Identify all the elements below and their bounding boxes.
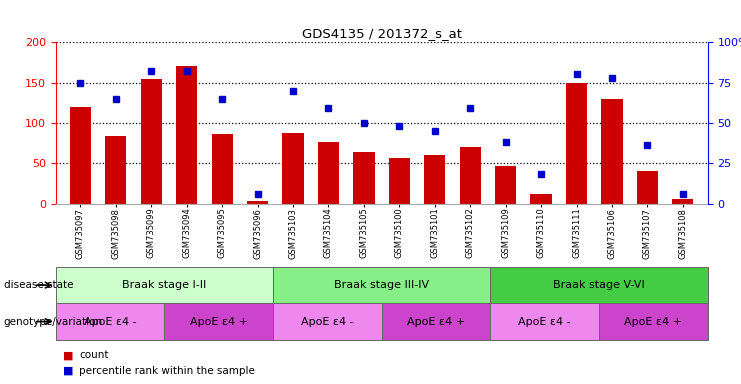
Text: ApoE ε4 -: ApoE ε4 -: [84, 316, 136, 327]
Text: ■: ■: [63, 350, 73, 360]
Bar: [459, 147, 481, 204]
Text: ApoE ε4 -: ApoE ε4 -: [301, 316, 353, 327]
Bar: [56, 303, 165, 340]
Bar: [637, 171, 658, 204]
Text: disease state: disease state: [4, 280, 73, 290]
Bar: [165, 303, 273, 340]
Bar: [491, 267, 708, 303]
Bar: [211, 134, 233, 204]
Bar: [424, 155, 445, 204]
Bar: [273, 267, 491, 303]
Bar: [247, 201, 268, 204]
Bar: [531, 194, 552, 204]
Bar: [273, 303, 382, 340]
Bar: [389, 158, 410, 204]
Bar: [141, 78, 162, 204]
Bar: [318, 142, 339, 204]
Text: ApoE ε4 +: ApoE ε4 +: [407, 316, 465, 327]
Text: percentile rank within the sample: percentile rank within the sample: [79, 366, 255, 376]
Bar: [105, 136, 127, 204]
Bar: [176, 66, 197, 204]
Bar: [56, 267, 273, 303]
Bar: [602, 99, 622, 204]
Text: ApoE ε4 -: ApoE ε4 -: [518, 316, 571, 327]
Text: count: count: [79, 350, 109, 360]
Text: Braak stage III-IV: Braak stage III-IV: [334, 280, 429, 290]
Bar: [282, 132, 304, 204]
Bar: [353, 152, 374, 204]
Bar: [672, 200, 694, 204]
Text: ApoE ε4 +: ApoE ε4 +: [190, 316, 247, 327]
Bar: [495, 166, 516, 204]
Title: GDS4135 / 201372_s_at: GDS4135 / 201372_s_at: [302, 26, 462, 40]
Bar: [382, 303, 491, 340]
Text: ■: ■: [63, 366, 73, 376]
Text: genotype/variation: genotype/variation: [4, 316, 103, 327]
Text: ApoE ε4 +: ApoE ε4 +: [625, 316, 682, 327]
Text: Braak stage V-VI: Braak stage V-VI: [553, 280, 645, 290]
Bar: [491, 303, 599, 340]
Text: Braak stage I-II: Braak stage I-II: [122, 280, 207, 290]
Bar: [599, 303, 708, 340]
Bar: [566, 83, 587, 204]
Bar: [70, 107, 91, 204]
